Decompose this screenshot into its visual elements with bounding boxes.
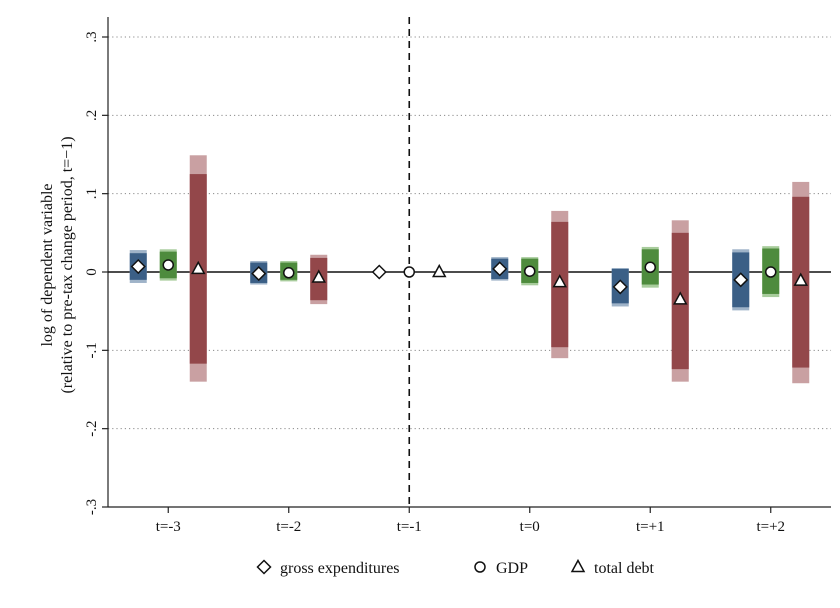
point-circle [524,265,536,277]
confidence-bars [129,155,810,384]
point-diamond [492,261,508,277]
x-tick-label: t=-2 [276,519,301,535]
point-triangle [190,260,206,275]
point-triangle [793,272,809,286]
x-tick-label: t=+1 [636,519,665,535]
y-tick-label: -.1 [84,342,100,358]
point-triangle [311,269,327,283]
point-circle [283,267,295,279]
legend-label: GDP [496,560,528,577]
y-tick-label: -.2 [84,421,100,437]
legend-label: total debt [594,560,655,577]
y-axis-title-line1: log of dependent variable [39,183,56,346]
x-tick-label: t=+2 [756,519,785,535]
point-circle [162,259,174,271]
y-tick-label: -.3 [84,499,100,515]
point-diamond [612,279,628,295]
point-diamond [733,272,749,288]
point-diamond [130,258,146,275]
x-tick-label: t=-1 [397,519,422,535]
point-diamond [251,266,267,282]
y-tick-label: .1 [84,188,100,199]
legend-diamond-icon [256,559,272,575]
axes [102,17,831,513]
y-tick-label: 0 [84,268,100,276]
y-tick-label: .3 [84,31,100,42]
point-triangle [672,291,688,305]
legend-label: gross expenditures [280,560,400,577]
y-axis-title-line2: (relative to pre-tax change period, t=−1… [59,136,76,393]
point-circle [765,266,777,278]
y-tick-label: .2 [84,110,100,121]
point-triangle [552,274,568,288]
point-circle [644,261,656,274]
tick-labels: -.3 -.2 -.1 0 .1 .2 .3 t=-3 t=-2 t=-1 t=0 t=+1 t=+2 [84,31,785,535]
x-tick-label: t=-3 [156,519,181,535]
legend-triangle-icon [570,558,586,573]
point-circle [403,266,415,278]
legend: gross expenditures GDP total debt [256,558,655,577]
point-triangle [431,263,447,278]
point-estimates [130,258,809,305]
point-diamond [371,264,387,280]
x-tick-label: t=0 [520,519,540,535]
legend-circle-icon [474,561,486,573]
